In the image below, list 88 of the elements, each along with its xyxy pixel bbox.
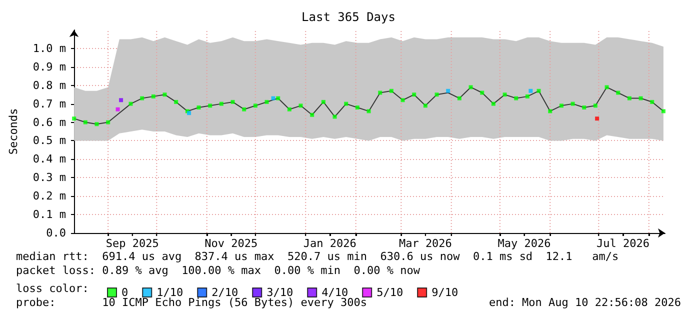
y-tick-label: 0.6 m [32,116,66,129]
point [423,104,428,108]
point [412,92,416,97]
point [264,100,269,104]
point [94,122,99,126]
point [446,88,450,93]
point [321,100,326,104]
point [434,92,439,97]
point [196,106,201,110]
point [242,107,246,112]
legend-title: loss color: [16,282,89,295]
y-tick-label: 1.0 m [32,42,66,55]
x-tick-label: Mar 2026 [398,237,452,250]
point [528,88,533,93]
legend-label: 9/10 [432,286,458,299]
point [468,85,473,90]
point [525,94,530,98]
point [208,104,212,108]
point [480,90,484,95]
point [595,116,600,121]
y-tick-label: 0.0 [46,226,66,240]
x-tick-label: Sep 2025 [106,237,159,250]
y-tick-label: 0.4 m [32,152,66,166]
text: packet loss: 0.89 % avg 100.00 % max 0.00 % min 0.00 % now [16,264,420,277]
point [378,90,382,95]
point [616,90,620,95]
point [559,104,564,108]
line-series [74,86,664,125]
point [151,94,156,98]
point [174,100,178,104]
y-axis-title: Seconds [7,108,20,155]
point [106,120,110,124]
legend-label: 5/10 [376,286,404,299]
text: median rtt: 691.4 us avg 837.4 us max 520.7 us min 630.6 us now 0.1 ms sd 12.1 am/s [16,250,619,263]
point [119,98,124,102]
point [162,92,167,97]
point [661,109,666,114]
text: end: Mon Aug 10 22:56:08 2026 [488,296,682,309]
y-tick-label: 0.1 m [32,208,66,222]
text: probe: 10 ICMP Echo Pings (56 Bytes) every 300s [16,296,367,309]
y-tick-label: 0.3 m [32,171,66,184]
y-tick-label: 0.5 m [32,134,66,148]
point [536,88,541,93]
y-tick-label: 0.9 m [32,60,66,74]
point [276,96,280,100]
point [332,114,337,119]
point [219,102,224,106]
point [400,98,405,102]
point [582,106,586,110]
legend-label: 1/10 [156,286,184,299]
point [140,96,144,100]
point [650,100,654,104]
point [310,112,314,117]
point [548,109,552,114]
point [116,107,120,112]
point [514,96,518,100]
point [457,96,462,100]
point [638,96,643,100]
point [83,120,88,124]
point [271,96,276,100]
y-tick-label: 0.7 m [32,97,66,110]
x-tick-label: May 2026 [498,237,551,250]
x-tick-label: Jan 2026 [303,237,356,250]
chart-title: Last 365 Days [302,10,396,24]
point [604,85,609,90]
point [298,104,303,108]
legend-label: 0 [122,286,128,299]
point [366,109,371,114]
point [72,116,76,121]
legend-label: 3/10 [266,286,294,299]
point [502,92,507,97]
x-tick-label: Nov 2025 [204,237,258,250]
point [389,88,394,93]
legend-label: 2/10 [212,286,238,299]
x-tick-label: Jul 2026 [596,237,650,250]
point [570,102,575,106]
point [355,106,360,110]
point [344,102,348,106]
y-tick-label: 0.8 m [32,78,66,92]
y-tick-label: 0.2 m [32,190,66,203]
point [627,96,632,100]
legend-label: 4/10 [322,286,348,299]
point [253,104,258,108]
point [593,104,598,108]
point [491,102,496,106]
point [287,107,292,112]
point [230,100,235,104]
point [128,102,133,106]
